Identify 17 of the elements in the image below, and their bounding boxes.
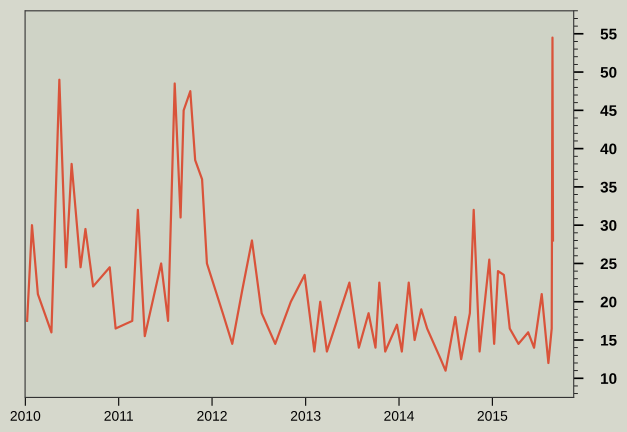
y-tick-label: 50 <box>600 66 616 78</box>
y-tick-label: 10 <box>601 373 616 384</box>
x-tick-label: 2011 <box>104 411 133 421</box>
line-series <box>26 36 554 372</box>
x-tick-label: 2013 <box>290 411 320 421</box>
y-tick-label: 45 <box>600 105 617 116</box>
x-tick-label: 2012 <box>197 411 227 421</box>
x-tick-label: 2010 <box>10 411 40 421</box>
y-tick-label: 30 <box>600 220 616 231</box>
y-tick-label: 55 <box>600 28 617 40</box>
y-tick-label: 40 <box>600 143 616 154</box>
y-tick-label: 25 <box>600 258 617 270</box>
y-tick-label: 35 <box>600 182 617 193</box>
x-tick-label: 2014 <box>384 411 414 421</box>
y-tick-label: 20 <box>600 296 616 308</box>
x-tick-label: 2015 <box>478 411 508 421</box>
y-tick-label: 15 <box>601 335 617 346</box>
